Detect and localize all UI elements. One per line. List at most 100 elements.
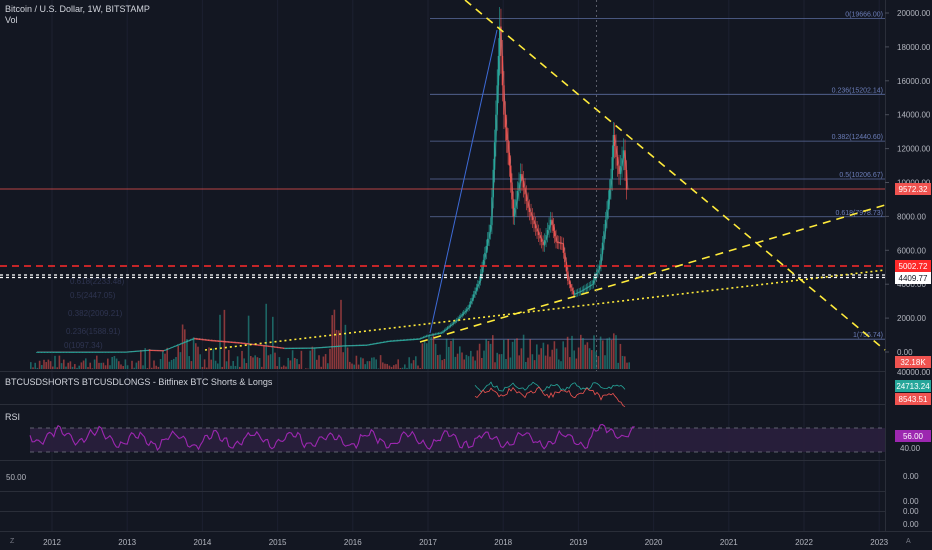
volume-bar [448,346,450,369]
volume-bar [144,348,146,369]
volume-bar [335,329,338,369]
fib-anchor-line[interactable] [429,29,498,334]
volume-legend[interactable]: Vol [5,15,18,25]
volume-bar [164,353,166,369]
volume-bar [569,357,571,369]
volume-bar [265,303,267,369]
candle-body [104,351,107,353]
candle-body [300,347,302,349]
volume-bar [186,339,188,369]
candle-body [613,135,616,147]
volume-bar [318,355,320,369]
volume-bar [415,356,417,369]
time-label-2013: 2013 [118,538,136,547]
trendlines[interactable] [204,0,886,351]
fib-level-label: 0.5(10206.67) [839,172,883,179]
volume-bar [419,368,421,369]
volume-bar [408,357,410,369]
candle-body [542,241,544,246]
shorts-longs-series [474,381,626,408]
candle-body [508,152,511,166]
candle-body [143,350,145,352]
candle-body [463,312,465,314]
auto-scale-button[interactable]: A [906,538,911,545]
candle-body [318,347,321,349]
candle-body [255,344,257,346]
candle-body [486,238,489,246]
candle-body [159,350,161,352]
time-axis[interactable]: 2012 2013 2014 2015 2016 2017 2018 2019 2020 2021… [43,538,889,547]
volume-bar [384,363,386,369]
volume-bar [124,359,127,369]
candle-body [449,324,452,327]
volume-bar [503,339,505,369]
candle-body [569,284,572,288]
volume-bar [575,358,578,369]
candle-body [233,342,235,344]
volume-bar [69,361,72,369]
volume-bar [91,368,94,369]
candle-body [485,245,487,253]
volume-bar [252,357,254,369]
candle-body [572,290,575,295]
indicator-legend[interactable]: BTCUSDSHORTS BTCUSDLONGS - Bitfinex BTC … [5,377,273,387]
candle-body [518,182,520,191]
volume-bar [507,339,509,369]
zoom-toggle-button[interactable]: Z [10,538,15,545]
volume-bar [294,357,296,369]
candle-body [152,350,154,352]
candle-body [471,297,473,302]
candle-body [401,340,403,342]
candle-body [406,339,409,341]
support-lines[interactable] [0,188,885,279]
candle-body [434,333,437,335]
candle-body [344,345,346,347]
candle-body [229,341,231,343]
volume-bar [360,357,362,369]
trendline-descending [464,0,886,351]
candle-body [46,351,49,353]
candle-body [100,351,102,353]
time-label-2012: 2012 [43,538,61,547]
volume-bar [170,359,173,369]
volume-bar [465,354,468,369]
price-tick-label: 6000.00 [897,246,926,255]
candle-body [493,142,496,170]
candle-body [618,165,620,175]
candle-body [65,351,68,353]
volume-bar [87,367,89,369]
candle-body [457,318,459,320]
fib-retracement[interactable]: 0(19666.00) 0.236(15202.14) 0.382(12440.60… [430,12,885,340]
candle-body [539,235,541,239]
candle-body [559,242,562,244]
pane-a-tick: 0.00 [903,472,919,481]
candle-body [405,339,407,341]
candle-body [297,347,299,349]
candle-body [433,334,435,336]
volume-bar [67,362,69,369]
volume-bar [296,358,298,369]
volume-bar [551,349,553,369]
volume-bar [192,337,195,369]
candle-body [385,341,387,343]
candle-body [321,347,324,349]
candle-body [119,351,121,353]
candle-body [122,351,124,353]
candle-body [348,345,351,347]
candle-body [440,332,443,334]
candle-body [452,322,455,324]
volume-bar [243,358,245,369]
candle-body [150,350,152,352]
volume-bar [496,352,498,369]
candle-body [381,342,383,344]
candle-body [554,230,556,237]
symbol-title[interactable]: Bitcoin / U.S. Dollar, 1W, BITSTAMP [5,4,150,14]
candle-body [184,341,186,343]
rsi-legend[interactable]: RSI [5,412,21,422]
candle-body [84,351,86,353]
volume-bar [599,336,602,369]
volume-bar [375,359,377,369]
candle-body [252,344,254,346]
volume-bar [109,365,111,369]
